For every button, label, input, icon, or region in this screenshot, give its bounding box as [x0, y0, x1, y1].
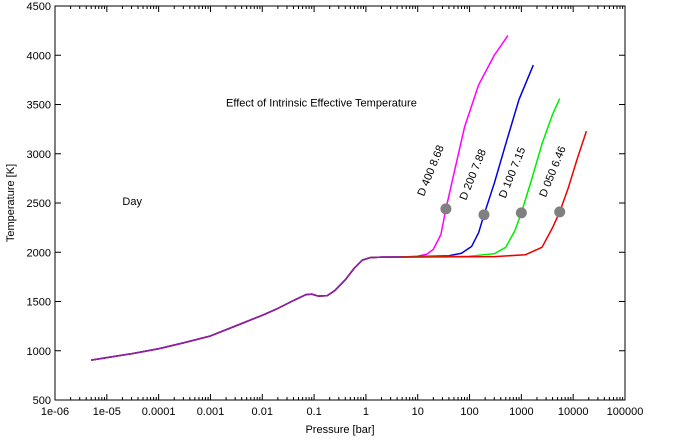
x-tick-label: 1000: [509, 406, 533, 418]
transition-marker-3: [515, 207, 527, 219]
x-tick-label: 10000: [558, 406, 589, 418]
transition-marker-2: [478, 209, 490, 221]
labels: D 400 8.68 D 200 7.88 D 100 7.15 D 050 6.46…: [122, 97, 568, 208]
y-tick-label: 2000: [27, 247, 51, 259]
x-tick-label: 0.0001: [142, 406, 176, 418]
y-tick-label: 4000: [27, 50, 51, 62]
x-tick-label: 1e-06: [41, 406, 69, 418]
x-tick-label: 100: [460, 406, 478, 418]
x-axis-label: Pressure [bar]: [305, 424, 374, 436]
axes: 1e-06 1e-05 0.0001 0.001 0.01 0.1 1 10 100 1000 10…: [27, 1, 644, 418]
y-tick-label: 3000: [27, 149, 51, 161]
curve-label-2: D 200 7.88: [458, 148, 489, 202]
y-axis-label: Temperature [K]: [5, 164, 17, 242]
y-tick-label: 4500: [27, 1, 51, 13]
series-line-3: [91, 98, 561, 361]
x-tick-label: 0.01: [252, 406, 273, 418]
x-tick-label: 1e-05: [93, 406, 121, 418]
transition-marker-1: [440, 203, 452, 215]
annotation-1: Effect of Intrinsic Effective Temperatur…: [226, 97, 417, 109]
curve-label-1: D 400 8.68: [416, 144, 447, 198]
y-tick-label: 1500: [27, 297, 51, 309]
curve-label-3: D 100 7.15: [497, 146, 528, 200]
markers: [440, 203, 566, 221]
plot-lines: [91, 35, 588, 361]
x-tick-label: 0.1: [306, 406, 321, 418]
x-tick-label: 0.001: [197, 406, 225, 418]
y-tick-label: 500: [33, 395, 51, 407]
transition-marker-4: [554, 206, 566, 218]
x-tick-label: 100000: [607, 406, 644, 418]
y-tick-label: 3500: [27, 100, 51, 112]
annotation-2: Day: [122, 196, 142, 208]
shared-profile-line: [91, 256, 403, 361]
x-tick-label: 1: [363, 406, 369, 418]
y-tick-label: 2500: [27, 198, 51, 210]
curve-label-4: D 050 6.46: [537, 145, 568, 199]
series-line-1: [91, 35, 509, 361]
y-tick-label: 1000: [27, 346, 51, 358]
x-tick-label: 10: [412, 406, 424, 418]
